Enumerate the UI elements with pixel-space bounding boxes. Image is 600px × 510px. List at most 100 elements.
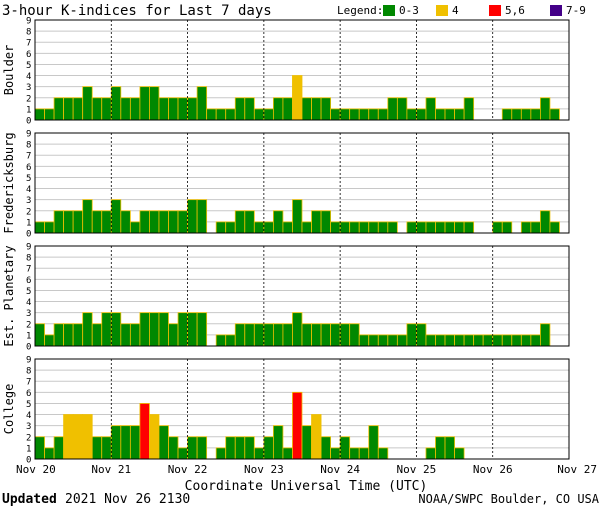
bar-fredericksburg [454, 221, 465, 234]
y-tick-label: 5 [26, 400, 31, 410]
bar-est-planetary [263, 323, 274, 347]
bar-fredericksburg [82, 199, 93, 234]
bar-fredericksburg [63, 210, 74, 234]
bar-fredericksburg [72, 210, 84, 234]
bar-boulder [82, 86, 93, 121]
bar-fredericksburg [53, 210, 65, 234]
bar-boulder [463, 97, 475, 121]
bar-boulder [91, 97, 103, 121]
bar-boulder [549, 108, 560, 121]
bar-fredericksburg [406, 221, 417, 234]
bar-fredericksburg [425, 221, 436, 234]
bar-boulder [320, 97, 332, 121]
bar-college [34, 436, 45, 460]
bar-est-planetary [225, 334, 236, 347]
bar-fredericksburg [177, 210, 188, 234]
bar-fredericksburg [339, 221, 351, 234]
y-tick-label: 0 [26, 456, 31, 466]
bar-est-planetary [120, 323, 131, 347]
bar-boulder [406, 108, 417, 121]
bar-college [196, 436, 208, 460]
bar-college [158, 425, 169, 460]
bar-est-planetary [387, 334, 398, 347]
bar-boulder [158, 97, 169, 121]
x-tick-label: Nov 25 [397, 463, 437, 476]
bar-college [215, 447, 227, 460]
panel-frame [34, 245, 570, 347]
bar-est-planetary [149, 312, 160, 347]
legend-item-0-3: 0-3 [399, 4, 419, 17]
bar-fredericksburg [168, 210, 179, 234]
bar-college [53, 436, 65, 460]
y-tick-label: 2 [26, 94, 31, 104]
bar-college [120, 425, 131, 460]
bar-boulder [149, 86, 160, 121]
bar-est-planetary [501, 334, 513, 347]
x-tick-label: Nov 26 [473, 463, 513, 476]
bar-college [187, 436, 198, 460]
bar-fredericksburg [149, 210, 160, 234]
bar-college [72, 414, 84, 460]
bar-est-planetary [177, 312, 188, 347]
bar-fredericksburg [196, 199, 208, 234]
bar-fredericksburg [377, 221, 389, 234]
bar-boulder [444, 108, 455, 121]
bar-fredericksburg [234, 210, 246, 234]
y-tick-label: 3 [26, 309, 31, 319]
bar-est-planetary [463, 334, 475, 347]
y-tick-label: 8 [26, 28, 31, 38]
bar-boulder [244, 97, 255, 121]
bar-fredericksburg [492, 221, 503, 234]
legend-swatch-7-9 [550, 5, 562, 16]
bar-boulder [311, 97, 322, 121]
bar-est-planetary [435, 334, 446, 347]
y-tick-label: 1 [26, 105, 31, 115]
bar-est-planetary [311, 323, 322, 347]
bar-college [435, 436, 446, 460]
x-axis-label: Coordinate Universal Time (UTC) [185, 479, 428, 494]
bar-college [330, 447, 341, 460]
bar-est-planetary [396, 334, 408, 347]
bar-est-planetary [492, 334, 503, 347]
bar-fredericksburg [520, 221, 532, 234]
legend-item-7-9: 7-9 [566, 4, 586, 17]
bar-boulder [63, 97, 74, 121]
bar-est-planetary [301, 323, 312, 347]
bar-boulder [282, 97, 293, 121]
bar-college [139, 403, 150, 460]
bar-boulder [396, 97, 408, 121]
bar-est-planetary [53, 323, 65, 347]
bar-college [272, 425, 284, 460]
panels: 0123456789Boulder0123456789Fredericksbur… [2, 17, 570, 466]
bar-est-planetary [330, 323, 341, 347]
bar-est-planetary [368, 334, 379, 347]
y-tick-label: 8 [26, 141, 31, 151]
bar-boulder [225, 108, 236, 121]
x-tick-label: Nov 20 [16, 463, 56, 476]
bar-boulder [425, 97, 436, 121]
bar-est-planetary [320, 323, 332, 347]
y-tick-label: 7 [26, 39, 31, 49]
bar-est-planetary [520, 334, 532, 347]
bar-est-planetary [34, 323, 45, 347]
bar-boulder [177, 97, 188, 121]
y-tick-label: 9 [26, 17, 31, 27]
bar-college [129, 425, 141, 460]
bar-est-planetary [44, 334, 55, 347]
bar-est-planetary [63, 323, 74, 347]
y-tick-label: 7 [26, 378, 31, 388]
bar-college [368, 425, 379, 460]
legend: Legend: 0-3 4 5,6 7-9 [337, 4, 586, 17]
y-tick-label: 5 [26, 61, 31, 71]
bar-college [301, 425, 312, 460]
bar-est-planetary [215, 334, 227, 347]
bar-est-planetary [282, 323, 293, 347]
bar-college [282, 447, 293, 460]
y-tick-label: 2 [26, 207, 31, 217]
bar-fredericksburg [253, 221, 265, 234]
bar-est-planetary [292, 312, 303, 347]
bar-boulder [435, 108, 446, 121]
bar-boulder [272, 97, 284, 121]
bar-est-planetary [539, 323, 551, 347]
